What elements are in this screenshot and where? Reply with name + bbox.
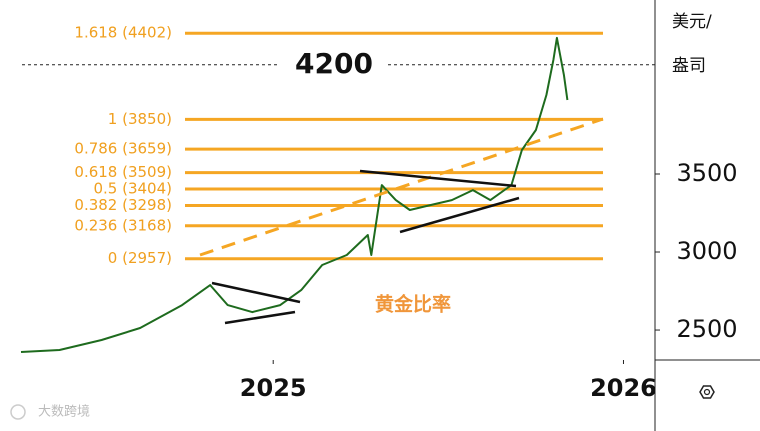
watermark-logo bbox=[10, 404, 26, 420]
triangle-line bbox=[211, 281, 301, 304]
fib-label: 0.236 (3168) bbox=[74, 216, 172, 234]
fib-label: 0.5 (3404) bbox=[93, 179, 172, 197]
settings-icon-dot bbox=[703, 388, 711, 396]
trend-line bbox=[199, 117, 604, 257]
y-tick-label: 3000 bbox=[676, 237, 737, 265]
fib-label: 0.786 (3659) bbox=[74, 140, 172, 158]
price-line bbox=[20, 36, 569, 353]
fib-label: 0.382 (3298) bbox=[74, 196, 172, 214]
y-tick-label: 2500 bbox=[676, 315, 737, 343]
x-tick-label: 2026 bbox=[590, 374, 657, 402]
fib-label: 0.618 (3509) bbox=[74, 163, 172, 181]
triangle-line bbox=[359, 169, 517, 188]
y-tick-label: 3500 bbox=[676, 159, 737, 187]
triangle-line bbox=[224, 310, 296, 325]
y-axis-label: 美元/ bbox=[672, 12, 712, 32]
y-axis-label: 盎司 bbox=[672, 56, 706, 76]
fib-label: 1 (3850) bbox=[108, 110, 172, 128]
plot: 2025 2026 1.618 (4402) 1 (3850) 0.786 (3659)… bbox=[20, 24, 657, 402]
reference-label: 4200 bbox=[295, 47, 373, 80]
triangle-line bbox=[399, 196, 520, 234]
x-tick-label: 2025 bbox=[240, 374, 307, 402]
fib-label: 1.618 (4402) bbox=[74, 24, 172, 42]
annotation: 黄金比率 bbox=[375, 293, 451, 316]
fib-label: 0 (2957) bbox=[108, 249, 172, 267]
settings-icon[interactable] bbox=[699, 385, 715, 399]
watermark: 大数跨境 bbox=[38, 405, 90, 420]
